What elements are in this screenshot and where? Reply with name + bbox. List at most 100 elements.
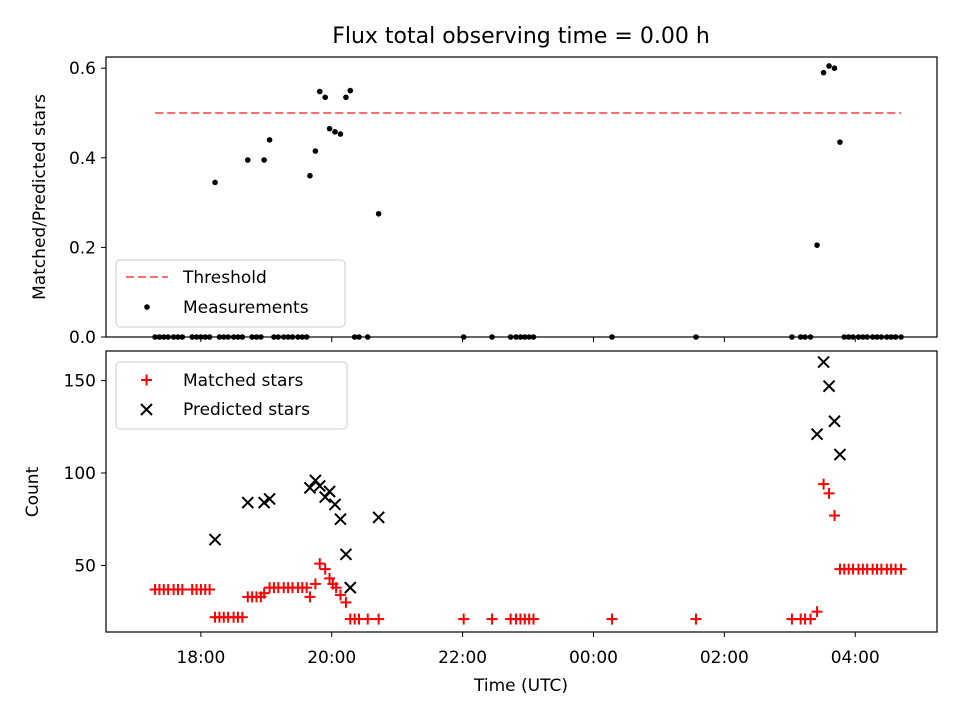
matched-point xyxy=(823,487,835,499)
predicted-point xyxy=(833,448,847,461)
predicted-point xyxy=(257,496,271,509)
matched-point xyxy=(236,611,248,623)
bottom-legend-box xyxy=(115,361,348,430)
measurement-point xyxy=(814,242,820,248)
measurement-point xyxy=(837,139,843,145)
y-tick-label: 50 xyxy=(74,556,96,576)
matched-point xyxy=(527,613,539,625)
top-y-axis-label: Matched/Predicted stars xyxy=(30,94,50,300)
measurement-point xyxy=(261,157,267,163)
matched-point xyxy=(373,613,385,625)
measurement-point xyxy=(316,88,323,95)
matched-point xyxy=(330,582,342,594)
bottom-y-axis-label: Count xyxy=(23,466,43,517)
bottom-plot-border xyxy=(105,350,938,633)
top-plot-border xyxy=(105,56,938,338)
matched-point xyxy=(258,587,270,599)
bottom-legend: Matched stars Predicted stars xyxy=(115,361,348,430)
matched-point xyxy=(334,589,346,601)
matched-point xyxy=(828,510,840,522)
predicted-point xyxy=(263,492,276,506)
measurement-point xyxy=(244,157,251,163)
predicted-point-b xyxy=(822,379,836,393)
predicted-point xyxy=(328,498,342,511)
predicted-point-b xyxy=(833,448,847,461)
predicted-point xyxy=(822,379,836,393)
measurement-point xyxy=(326,125,333,132)
bottom-y-ticks: 50 100 150 xyxy=(64,372,106,576)
measurement-point xyxy=(831,65,838,71)
predicted-point-b xyxy=(828,415,841,428)
x-axis-label: Time (UTC) xyxy=(473,676,568,696)
y-tick-label: 100 xyxy=(64,464,96,484)
predicted-point xyxy=(323,485,336,498)
measurement-point xyxy=(375,211,382,217)
chart-title: Flux total observing time = 0.00 h xyxy=(332,24,710,49)
predicted-point xyxy=(334,513,347,526)
measurement-point xyxy=(266,137,273,143)
y-tick-label: 150 xyxy=(64,372,96,392)
matched-point xyxy=(458,613,470,625)
matched-point xyxy=(324,572,336,584)
predicted-point xyxy=(339,548,353,561)
matched-point xyxy=(690,613,702,625)
predicted-point-b xyxy=(339,548,353,561)
predicted-point xyxy=(372,511,385,524)
bottom-marks xyxy=(149,355,907,625)
measurement-point xyxy=(343,94,349,101)
top-y-ticks: 0.0 0.2 0.4 0.6 xyxy=(69,59,106,348)
legend-threshold-label: Threshold xyxy=(182,268,267,288)
legend-measurements-label: Measurements xyxy=(183,298,309,318)
measurement-point xyxy=(332,129,338,135)
predicted-point xyxy=(344,581,357,594)
measurement-point xyxy=(307,172,313,179)
measurement-point xyxy=(337,131,344,137)
matched-point xyxy=(811,606,823,618)
measurement-point xyxy=(322,94,329,101)
predicted-point-b xyxy=(263,492,276,506)
x-tick-label: 20:00 xyxy=(307,648,356,668)
predicted-point xyxy=(810,427,824,441)
matched-point xyxy=(340,596,352,608)
x-tick-label: 00:00 xyxy=(569,648,618,668)
matched-point xyxy=(804,613,816,625)
predicted-point-b xyxy=(323,485,336,498)
predicted-point-b xyxy=(328,498,342,511)
bottom-x-ticks: 18:00 20:00 22:00 00:00 02:00 04:00 xyxy=(176,632,880,668)
matched-point xyxy=(486,613,498,625)
legend-predicted-b xyxy=(140,403,153,416)
predicted-point-b xyxy=(334,513,347,526)
x-tick-label: 22:00 xyxy=(438,648,487,668)
matched-point xyxy=(176,583,188,595)
matched-point xyxy=(314,558,326,570)
matched-point xyxy=(304,591,316,603)
y-tick-label: 0.0 xyxy=(69,328,96,348)
predicted-point-b xyxy=(817,355,830,369)
legend-measurements-swatch xyxy=(144,304,150,310)
top-panel: 0.0 0.2 0.4 0.6 Matched/Predicted stars Thr… xyxy=(30,56,938,348)
predicted-point xyxy=(303,481,317,495)
measurement-point xyxy=(347,87,354,94)
measurement-point xyxy=(826,63,832,69)
y-tick-label: 0.4 xyxy=(69,149,96,169)
matched-point xyxy=(309,578,321,590)
x-tick-label: 18:00 xyxy=(176,648,225,668)
predicted-point-b xyxy=(313,479,326,493)
matched-point xyxy=(362,613,374,625)
predicted-point xyxy=(208,533,222,546)
predicted-point-b xyxy=(241,496,254,509)
predicted-point-b xyxy=(372,511,385,524)
top-legend-box xyxy=(115,259,346,328)
legend-predicted-swatch xyxy=(140,403,153,416)
y-tick-label: 0.6 xyxy=(69,59,96,79)
matched-point xyxy=(895,563,907,575)
predicted-point xyxy=(828,415,841,428)
predicted-point-b xyxy=(810,427,824,441)
predicted-point xyxy=(313,479,326,493)
matched-point xyxy=(606,613,618,625)
top-legend: Threshold Measurements xyxy=(115,259,346,328)
predicted-point-b xyxy=(344,581,357,594)
legend-matched-label: Matched stars xyxy=(183,371,303,391)
